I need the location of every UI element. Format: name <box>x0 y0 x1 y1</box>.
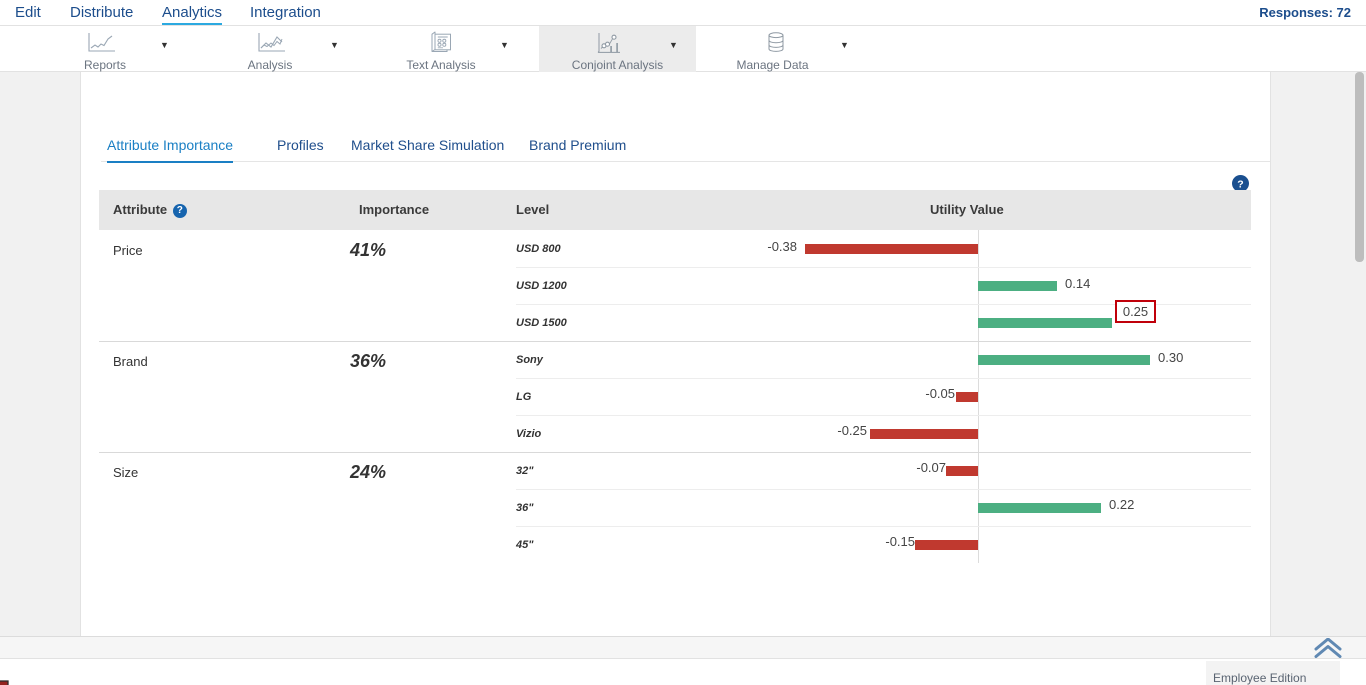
svg-text:?: ? <box>1237 178 1243 190</box>
